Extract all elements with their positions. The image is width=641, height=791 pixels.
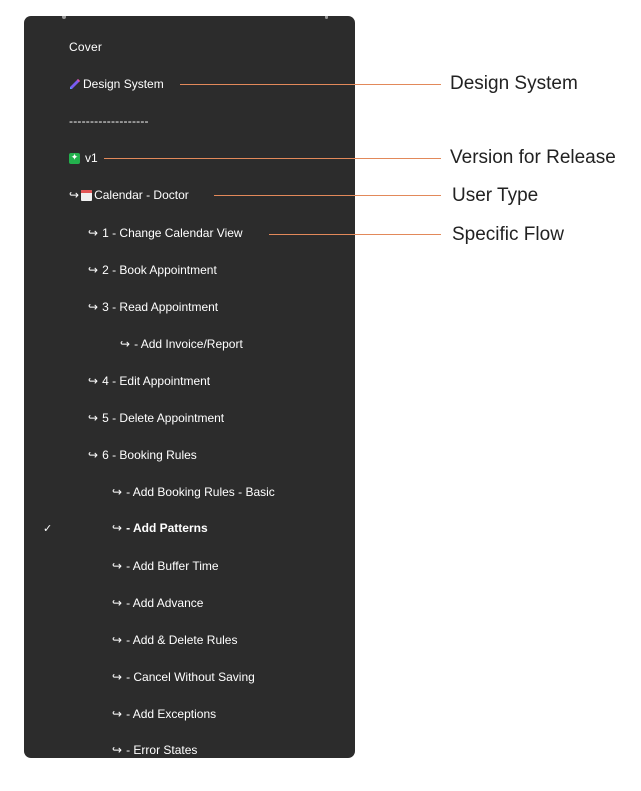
return-arrow-icon: ↪ <box>88 411 99 425</box>
page-item-add-buffer-time[interactable]: ↪ - Add Buffer Time <box>112 554 355 578</box>
page-item-label: - Add Exceptions <box>126 707 217 721</box>
page-item-cover[interactable]: Cover <box>69 35 355 59</box>
page-item-divider[interactable]: ------------------- <box>69 109 355 133</box>
page-item-booking-rules[interactable]: ↪ 6 - Booking Rules <box>88 443 355 467</box>
return-arrow-icon: ↪ <box>120 337 131 351</box>
page-item-add-delete-rules[interactable]: ↪ - Add & Delete Rules <box>112 628 355 652</box>
page-item-delete-appointment[interactable]: ↪ 5 - Delete Appointment <box>88 406 355 430</box>
page-item-change-calendar-view[interactable]: ↪ 1 - Change Calendar View <box>88 221 355 245</box>
return-arrow-icon: ↪ <box>112 559 123 573</box>
page-item-label: v1 <box>85 151 98 165</box>
panel-edge-mark <box>325 16 328 19</box>
callout-line-version <box>104 158 441 159</box>
page-item-label: Cover <box>69 40 103 54</box>
return-arrow-icon: ↪ <box>88 226 99 240</box>
page-item-calendar-doctor[interactable]: ↪ Calendar - Doctor <box>69 183 355 207</box>
page-item-add-exceptions[interactable]: ↪ - Add Exceptions <box>112 702 355 726</box>
callout-line-specific-flow <box>269 234 441 235</box>
page-item-read-appointment[interactable]: ↪ 3 - Read Appointment <box>88 295 355 319</box>
page-item-label: - Cancel Without Saving <box>126 670 255 684</box>
page-item-add-patterns[interactable]: ✓ ↪ - Add Patterns <box>24 516 355 540</box>
checkmark-icon: ✓ <box>43 521 53 535</box>
page-item-design-system[interactable]: Design System <box>68 72 355 96</box>
pencil-icon <box>68 77 82 91</box>
layers-panel: Cover Design System ------------------- … <box>24 16 355 758</box>
page-item-label: 6 - Booking Rules <box>102 448 197 462</box>
annotation-version-for-release: Version for Release <box>450 147 616 168</box>
return-arrow-icon: ↪ <box>112 485 123 499</box>
page-item-label: Calendar - Doctor <box>94 188 189 202</box>
page-item-cancel-without-saving[interactable]: ↪ - Cancel Without Saving <box>112 665 355 689</box>
page-item-add-invoice-report[interactable]: ↪ - Add Invoice/Report <box>120 332 355 356</box>
page-item-label: 3 - Read Appointment <box>102 300 219 314</box>
return-arrow-icon: ↪ <box>112 707 123 721</box>
return-arrow-icon: ↪ <box>88 263 99 277</box>
return-arrow-icon: ↪ <box>88 300 99 314</box>
annotation-user-type: User Type <box>452 185 539 206</box>
page-item-label: - Add Invoice/Report <box>134 337 243 351</box>
page-item-label: - Add Buffer Time <box>126 559 219 573</box>
page-item-label: ------------------- <box>69 114 149 128</box>
page-item-label: 4 - Edit Appointment <box>102 374 211 388</box>
page-item-label: - Add Booking Rules - Basic <box>126 485 275 499</box>
callout-line-design-system <box>180 84 441 85</box>
page-item-label: Design System <box>83 77 164 91</box>
return-arrow-icon: ↪ <box>69 188 80 202</box>
return-arrow-icon: ↪ <box>112 670 123 684</box>
page-item-label: - Add Patterns <box>126 521 208 535</box>
callout-line-user-type <box>214 195 441 196</box>
page-item-label: - Add Advance <box>126 596 204 610</box>
return-arrow-icon: ↪ <box>88 374 99 388</box>
page-item-label: - Error States <box>126 743 198 757</box>
annotation-specific-flow: Specific Flow <box>452 224 564 245</box>
return-arrow-icon: ↪ <box>88 448 99 462</box>
return-arrow-icon: ↪ <box>112 633 123 647</box>
return-arrow-icon: ↪ <box>112 521 123 535</box>
panel-edge-mark <box>62 16 66 19</box>
page-item-label: 1 - Change Calendar View <box>102 226 243 240</box>
page-item-book-appointment[interactable]: ↪ 2 - Book Appointment <box>88 258 355 282</box>
page-item-label: 5 - Delete Appointment <box>102 411 225 425</box>
return-arrow-icon: ↪ <box>112 743 123 757</box>
page-item-label: 2 - Book Appointment <box>102 263 217 277</box>
annotation-design-system: Design System <box>450 73 578 94</box>
page-item-edit-appointment[interactable]: ↪ 4 - Edit Appointment <box>88 369 355 393</box>
return-arrow-icon: ↪ <box>112 596 123 610</box>
page-item-add-advance[interactable]: ↪ - Add Advance <box>112 591 355 615</box>
page-item-v1[interactable]: ✦ v1 <box>69 146 355 170</box>
calendar-icon <box>81 189 93 201</box>
page-item-error-states[interactable]: ↪ - Error States <box>112 738 355 758</box>
page-item-add-booking-rules-basic[interactable]: ↪ - Add Booking Rules - Basic <box>112 480 355 504</box>
sparkle-icon: ✦ <box>69 152 80 164</box>
page-item-label: - Add & Delete Rules <box>126 633 238 647</box>
